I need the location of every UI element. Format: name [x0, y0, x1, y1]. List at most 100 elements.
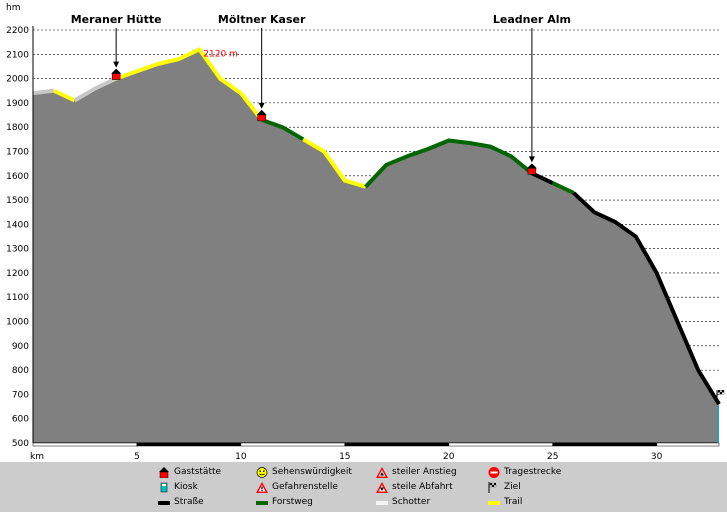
y-tick-600: 600 [12, 415, 29, 425]
y-tick-1800: 1800 [6, 123, 29, 133]
x-tick-labels: 5 10 15 20 25 30 [134, 452, 663, 462]
legend-label: Kiosk [174, 482, 198, 492]
y-tick-1100: 1100 [6, 293, 29, 303]
hut-marker-2: Leadner Alm [493, 13, 571, 175]
x-tick-20: 20 [443, 452, 455, 462]
x-axis-bar-segment-20 [448, 442, 553, 447]
y-tick-labels: 600 700 800 900 1000 1100 1200 1300 1400 1500 1600… [6, 26, 29, 449]
legend-label: Schotter [392, 497, 431, 507]
surface-segment-8 [551, 181, 575, 195]
x-axis-bar-segment-25 [552, 442, 657, 447]
hut-arrowhead-0 [113, 61, 120, 68]
surface-segment-1 [52, 88, 76, 103]
finish-flag-square-1-1 [719, 391, 723, 395]
legend-label: Sehenswürdigkeit [272, 467, 352, 477]
y-tick-2200: 2200 [6, 26, 29, 36]
elevation-area [33, 49, 719, 444]
hut-marker-1: Möltner Kaser [218, 13, 306, 122]
surface-segment-9 [572, 191, 721, 406]
y-tick-2100: 2100 [6, 50, 29, 60]
x-axis-label: km [30, 452, 44, 462]
x-axis-bar-segment-10 [240, 442, 346, 447]
hut-house-body-2 [527, 168, 537, 175]
y-tick-900: 900 [12, 342, 29, 352]
x-tick-30: 30 [651, 452, 663, 462]
hut-name-2: Leadner Alm [493, 13, 571, 26]
legend-label: Gefahrenstelle [272, 482, 338, 492]
hut-house-body-1 [257, 114, 266, 122]
line-green-icon [256, 497, 268, 508]
hut-name-0: Meraner Hütte [71, 13, 162, 26]
finish-flag-square-1-2 [721, 391, 725, 395]
hut-name-1: Möltner Kaser [218, 13, 306, 26]
line-yellow-icon [488, 497, 500, 508]
y-tick-1300: 1300 [6, 245, 29, 255]
surface-segment-0 [32, 88, 55, 96]
y-tick-1400: 1400 [6, 220, 29, 230]
kiosk-icon [158, 482, 170, 493]
warning-triangle-down-icon [376, 482, 388, 493]
y-tick-2000: 2000 [6, 75, 29, 85]
y-axis-label: hm [6, 3, 20, 13]
checkered-flag-icon [488, 482, 500, 493]
x-axis-bar-segment-30 [656, 442, 720, 447]
hut-arrowhead-2 [528, 156, 535, 163]
surface-segment-4 [261, 118, 305, 142]
x-axis-bar-segment-5 [136, 442, 242, 447]
hut-house-body-0 [111, 73, 121, 80]
surface-segment-3 [115, 47, 264, 122]
house-icon [526, 163, 537, 169]
legend-label: Ziel [504, 482, 521, 492]
legend-label: steiler Anstieg [392, 467, 457, 477]
finish-flag-square-0-2 [721, 389, 725, 393]
surface-segment-7 [531, 171, 554, 185]
finish-flag-square-0-1 [719, 389, 723, 393]
axes [32, 26, 720, 447]
surface-segment-6 [364, 138, 534, 189]
x-axis-bar [32, 442, 720, 447]
y-tick-1200: 1200 [6, 269, 29, 279]
hut-arrowhead-1 [258, 102, 265, 109]
x-axis-bar-segment-15 [344, 442, 450, 447]
legend-label: Straße [174, 497, 204, 507]
legend: Gaststätte Sehenswürdigkeit steiler Anstie… [0, 462, 727, 512]
peak-annotation: 2120 m [203, 49, 238, 59]
house-icon [256, 109, 267, 115]
line-black-icon [158, 497, 170, 508]
warning-triangle-icon [256, 482, 268, 493]
legend-label: Gaststätte [174, 467, 222, 477]
x-tick-5: 5 [134, 452, 140, 462]
house-icon [158, 467, 170, 479]
y-tick-700: 700 [12, 390, 29, 400]
warning-triangle-up-icon [376, 467, 388, 478]
y-tick-1900: 1900 [6, 99, 29, 109]
surface-segment-5 [302, 137, 367, 189]
y-tick-1600: 1600 [6, 172, 29, 182]
y-tick-500: 500 [12, 439, 29, 449]
legend-label: Trail [504, 497, 523, 507]
legend-label: steile Abfahrt [392, 482, 453, 492]
legend-label: Tragestrecke [504, 467, 562, 477]
y-tick-1500: 1500 [6, 196, 29, 206]
hut-marker-0: Meraner Hütte [71, 13, 162, 80]
x-axis-bar-segment-0 [32, 442, 138, 447]
elevation-profile-chart: 600 700 800 900 1000 1100 1200 1300 1400 1500 1600… [6, 3, 725, 462]
x-tick-10: 10 [235, 452, 247, 462]
house-icon [111, 68, 122, 74]
hut-markers: Meraner Hütte Möltner Kaser Leadner Alm [71, 13, 571, 175]
no-entry-icon [488, 467, 500, 478]
legend-label: Forstweg [272, 497, 313, 507]
surface-segment-2 [73, 76, 118, 103]
surface-segments [32, 47, 721, 406]
finish-flag-square-0-0 [717, 389, 721, 393]
finish-flag-icon [716, 389, 725, 443]
x-tick-25: 25 [547, 452, 558, 462]
y-tick-800: 800 [12, 366, 29, 376]
smiley-icon [256, 467, 268, 478]
y-tick-1000: 1000 [6, 318, 29, 328]
y-tick-1700: 1700 [6, 147, 29, 157]
line-gray-icon [376, 497, 388, 508]
x-tick-15: 15 [339, 452, 350, 462]
finish-flag-square-1-0 [717, 391, 721, 395]
finish-flag-cloth [717, 389, 725, 395]
